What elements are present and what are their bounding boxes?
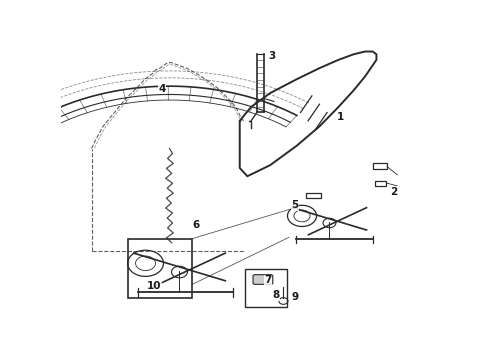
FancyBboxPatch shape: [253, 275, 273, 284]
Bar: [306, 193, 321, 198]
Text: 2: 2: [390, 186, 397, 197]
Text: 1: 1: [337, 112, 344, 122]
Bar: [245, 269, 287, 307]
Bar: [375, 181, 386, 186]
Text: 8: 8: [272, 291, 279, 301]
Text: 10: 10: [147, 281, 162, 291]
Text: 7: 7: [265, 275, 272, 285]
Bar: [128, 239, 192, 298]
Text: 3: 3: [269, 51, 276, 61]
Bar: [373, 163, 387, 169]
Text: 5: 5: [291, 201, 298, 210]
Text: 6: 6: [193, 220, 200, 230]
Text: 9: 9: [291, 292, 298, 302]
Text: 4: 4: [158, 84, 166, 94]
